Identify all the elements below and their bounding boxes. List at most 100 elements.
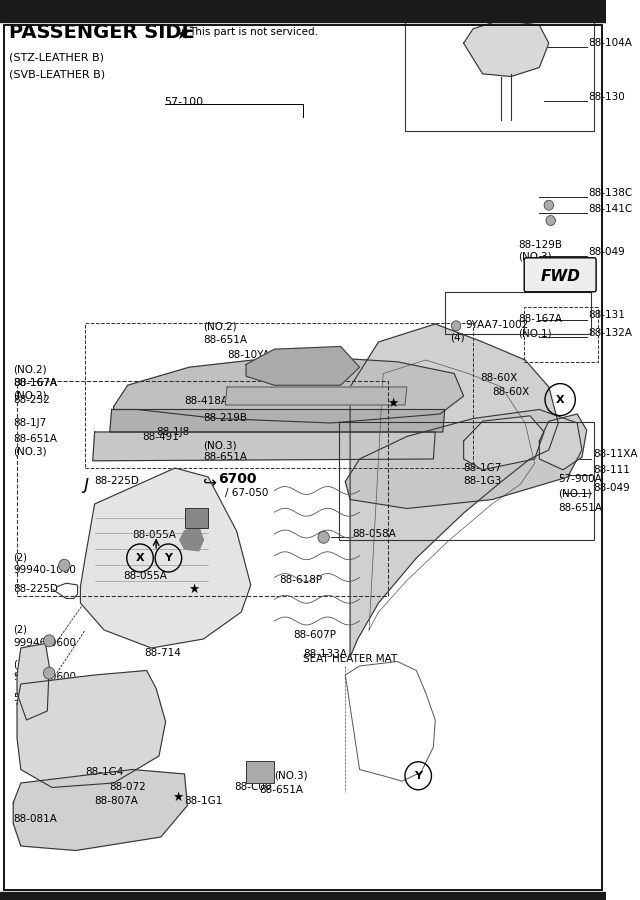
Text: ★: ★	[188, 583, 200, 596]
Text: 88-049: 88-049	[589, 248, 625, 257]
Text: 88-714: 88-714	[144, 648, 180, 659]
Text: 88-C00: 88-C00	[235, 782, 272, 793]
Text: 6700: 6700	[218, 472, 256, 486]
Text: 88-055A: 88-055A	[132, 529, 177, 540]
Text: 88-049: 88-049	[593, 482, 630, 493]
Text: 88-60X: 88-60X	[481, 373, 518, 383]
Text: Y: Y	[414, 770, 422, 781]
Text: 88-131: 88-131	[589, 310, 625, 320]
Circle shape	[59, 559, 70, 572]
Text: 88-607P: 88-607P	[293, 630, 337, 641]
Text: / 67-050: / 67-050	[225, 488, 269, 499]
Text: 88-225D: 88-225D	[13, 584, 58, 595]
Text: 88-418A: 88-418A	[184, 396, 228, 407]
Text: (2): (2)	[13, 553, 27, 563]
Text: This part is not serviced.: This part is not serviced.	[189, 27, 318, 37]
Text: (NO.2): (NO.2)	[13, 364, 47, 375]
Text: (NO.2): (NO.2)	[13, 390, 47, 400]
Polygon shape	[113, 356, 463, 423]
Text: 88-651A: 88-651A	[558, 502, 602, 513]
Bar	[524, 307, 598, 362]
Text: 88-081A: 88-081A	[13, 814, 57, 824]
Polygon shape	[17, 644, 49, 720]
Text: (NO.3): (NO.3)	[13, 446, 47, 457]
Text: X: X	[136, 553, 145, 563]
Circle shape	[44, 667, 55, 680]
Text: 88-11XA: 88-11XA	[593, 448, 638, 459]
Text: (NO.3): (NO.3)	[275, 770, 308, 781]
Bar	[339, 422, 594, 540]
Polygon shape	[13, 770, 188, 850]
Text: 88-110: 88-110	[194, 428, 231, 439]
Text: 88-138C: 88-138C	[589, 188, 633, 198]
Text: 88-10YA: 88-10YA	[227, 349, 270, 360]
Text: 88-1J8: 88-1J8	[156, 427, 189, 437]
Text: 99940-1000: 99940-1000	[13, 564, 76, 575]
Text: 88-60X: 88-60X	[492, 386, 529, 397]
Circle shape	[544, 200, 554, 211]
Bar	[0, 892, 605, 900]
Text: 88-651A: 88-651A	[204, 452, 248, 463]
Text: 88-133A: 88-133A	[303, 649, 347, 660]
Bar	[85, 323, 473, 468]
Text: 88-167A: 88-167A	[13, 377, 57, 388]
Text: 88-219B: 88-219B	[204, 412, 248, 423]
Text: 88-104A: 88-104A	[589, 38, 632, 49]
Text: 88-225D: 88-225D	[95, 476, 140, 487]
Text: (NO.3): (NO.3)	[204, 440, 237, 451]
Polygon shape	[463, 20, 549, 76]
Circle shape	[44, 634, 55, 647]
Bar	[246, 761, 275, 783]
Polygon shape	[463, 416, 544, 470]
Text: 88-1G3: 88-1G3	[463, 476, 502, 487]
Text: 99946-0600: 99946-0600	[13, 637, 76, 648]
Polygon shape	[17, 670, 166, 788]
Text: 88-232: 88-232	[13, 394, 50, 405]
Text: (STZ-LEATHER B): (STZ-LEATHER B)	[10, 52, 104, 62]
Text: 88-167A: 88-167A	[13, 377, 57, 388]
Circle shape	[546, 215, 556, 226]
Text: 88-111: 88-111	[593, 464, 630, 475]
Text: 88-1G4: 88-1G4	[85, 767, 124, 778]
Polygon shape	[350, 324, 558, 657]
Text: 88-055A: 88-055A	[123, 571, 167, 581]
Text: (NO.1): (NO.1)	[518, 328, 552, 338]
Text: 88-651A: 88-651A	[259, 785, 303, 796]
Bar	[184, 508, 208, 528]
Text: 88-1J7: 88-1J7	[13, 418, 47, 428]
Text: Y: Y	[164, 553, 172, 563]
Text: 88-132A: 88-132A	[589, 328, 632, 338]
Text: 88-058A: 88-058A	[352, 528, 396, 539]
Text: 88-491: 88-491	[142, 431, 179, 442]
Text: ȷ: ȷ	[83, 473, 89, 493]
Text: 88-1G7: 88-1G7	[463, 463, 502, 473]
FancyBboxPatch shape	[524, 257, 596, 292]
Text: ↪: ↪	[204, 473, 218, 491]
Text: 99932-0600: 99932-0600	[13, 671, 76, 682]
Polygon shape	[540, 414, 587, 470]
Polygon shape	[81, 468, 251, 648]
Polygon shape	[346, 410, 582, 508]
Circle shape	[451, 320, 461, 331]
Text: (SVB-LEATHER B): (SVB-LEATHER B)	[10, 69, 106, 79]
Text: 88-167A: 88-167A	[518, 314, 563, 325]
Text: SEAT HEATER MAT: SEAT HEATER MAT	[303, 653, 397, 664]
Text: (2): (2)	[13, 625, 27, 635]
Circle shape	[318, 531, 330, 544]
Text: 88-141C: 88-141C	[589, 204, 633, 214]
Text: 88-651A: 88-651A	[204, 335, 248, 346]
Text: ★: ★	[172, 791, 184, 804]
Text: 57-KA0: 57-KA0	[13, 693, 51, 704]
Text: 9YAA7-1002: 9YAA7-1002	[465, 320, 529, 330]
Bar	[0, 0, 605, 22]
Bar	[445, 292, 591, 334]
Text: ★: ★	[175, 27, 189, 42]
Polygon shape	[93, 432, 435, 461]
Text: PASSENGER SIDE: PASSENGER SIDE	[10, 23, 195, 42]
Text: FWD: FWD	[540, 269, 580, 284]
Text: 88-618P: 88-618P	[279, 574, 323, 585]
Text: ★: ★	[387, 397, 398, 410]
Text: 88-130: 88-130	[589, 92, 625, 103]
Text: 88-072: 88-072	[109, 781, 145, 792]
Text: 88-129B: 88-129B	[518, 239, 563, 250]
